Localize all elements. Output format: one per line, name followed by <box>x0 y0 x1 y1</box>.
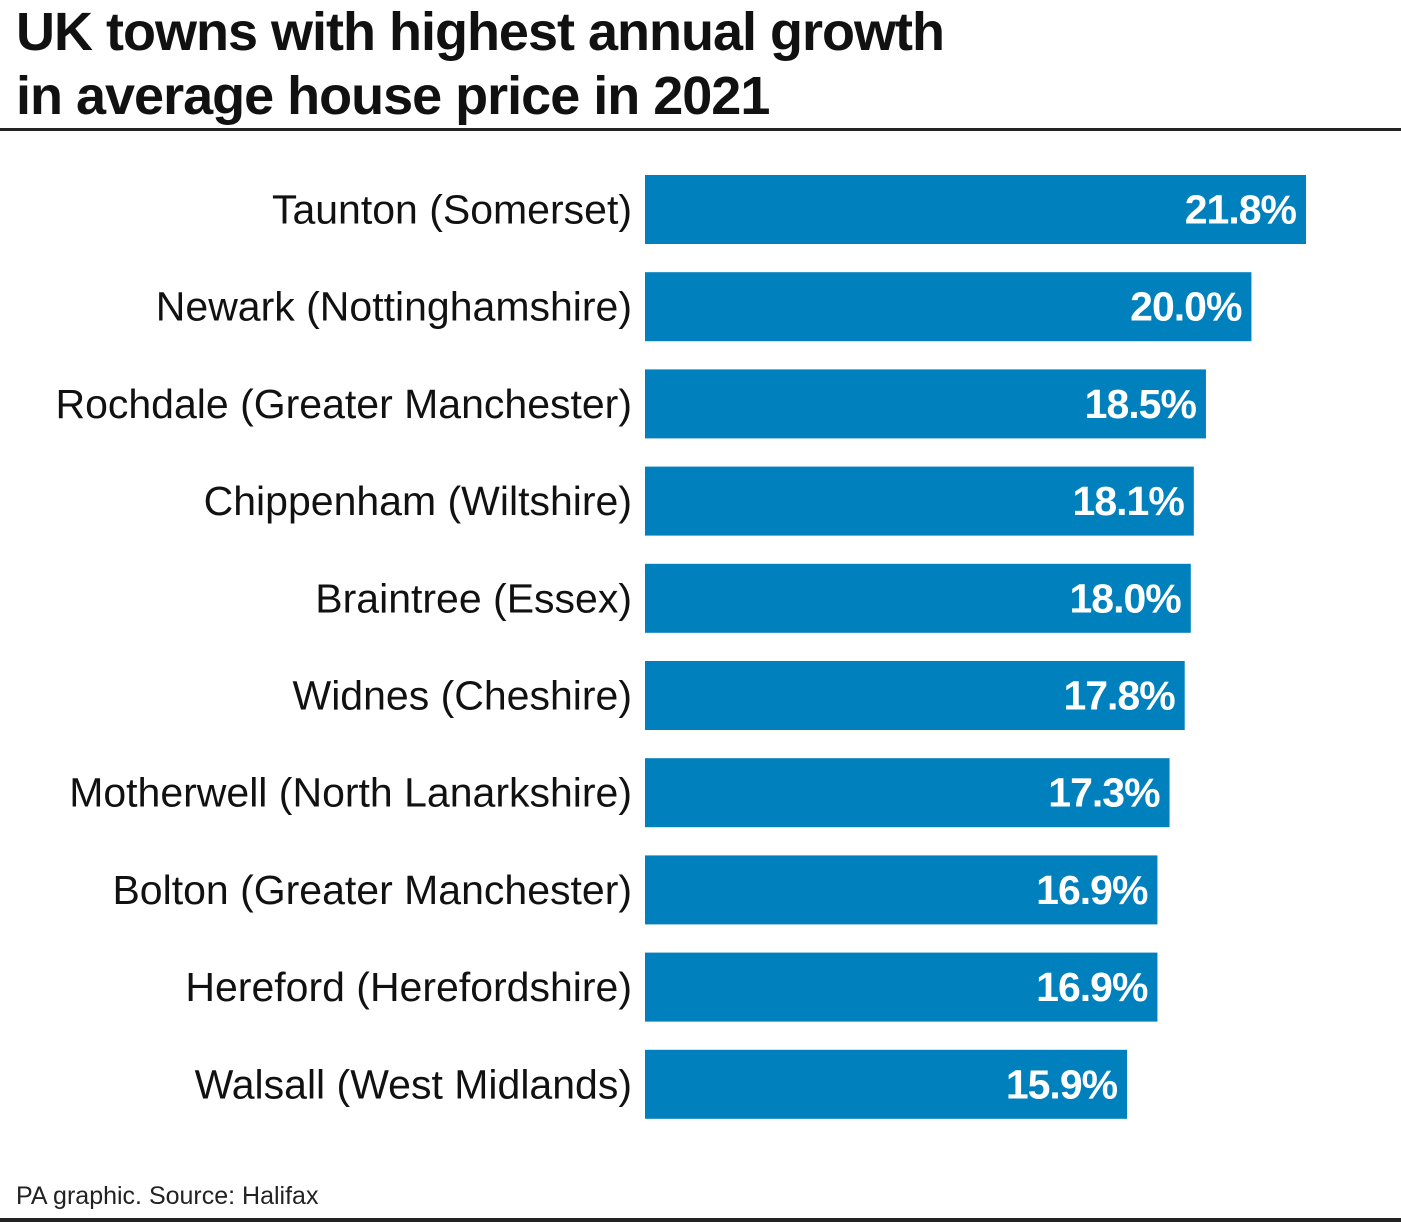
chart-title: UK towns with highest annual growth in a… <box>16 0 945 128</box>
title-divider <box>0 128 1401 131</box>
category-label: Braintree (Essex) <box>315 575 632 621</box>
category-label: Hereford (Herefordshire) <box>185 964 632 1010</box>
bar <box>645 1049 1128 1119</box>
category-label: Walsall (West Midlands) <box>195 1061 632 1107</box>
value-label: 21.8% <box>1185 187 1297 233</box>
bar <box>645 466 1194 536</box>
category-label: Taunton (Somerset) <box>272 187 632 233</box>
value-label: 16.9% <box>1036 964 1148 1010</box>
category-label: Bolton (Greater Manchester) <box>112 867 632 913</box>
category-label: Widnes (Cheshire) <box>293 673 633 719</box>
category-label: Chippenham (Wiltshire) <box>204 478 632 524</box>
value-label: 17.8% <box>1063 673 1175 719</box>
bottom-divider <box>0 1218 1401 1222</box>
bar <box>645 272 1252 342</box>
value-label: 15.9% <box>1006 1061 1118 1107</box>
value-label: 18.1% <box>1073 478 1185 524</box>
bar <box>645 855 1158 925</box>
value-label: 18.5% <box>1085 381 1197 427</box>
bar <box>645 563 1191 633</box>
value-label: 17.3% <box>1048 770 1160 816</box>
category-label: Newark (Nottinghamshire) <box>156 284 632 330</box>
category-label: Rochdale (Greater Manchester) <box>55 381 632 427</box>
category-label: Motherwell (North Lanarkshire) <box>69 770 632 816</box>
bar <box>645 758 1170 828</box>
title-line-1: UK towns with highest annual growth <box>16 2 945 62</box>
value-label: 20.0% <box>1130 284 1242 330</box>
bar <box>645 175 1306 244</box>
bar <box>645 369 1206 439</box>
bar <box>645 952 1158 1022</box>
value-label: 18.0% <box>1070 575 1182 621</box>
source-note: PA graphic. Source: Halifax <box>16 1182 319 1210</box>
value-label: 16.9% <box>1036 867 1148 913</box>
bar <box>645 661 1185 730</box>
title-line-2: in average house price in 2021 <box>16 66 770 126</box>
